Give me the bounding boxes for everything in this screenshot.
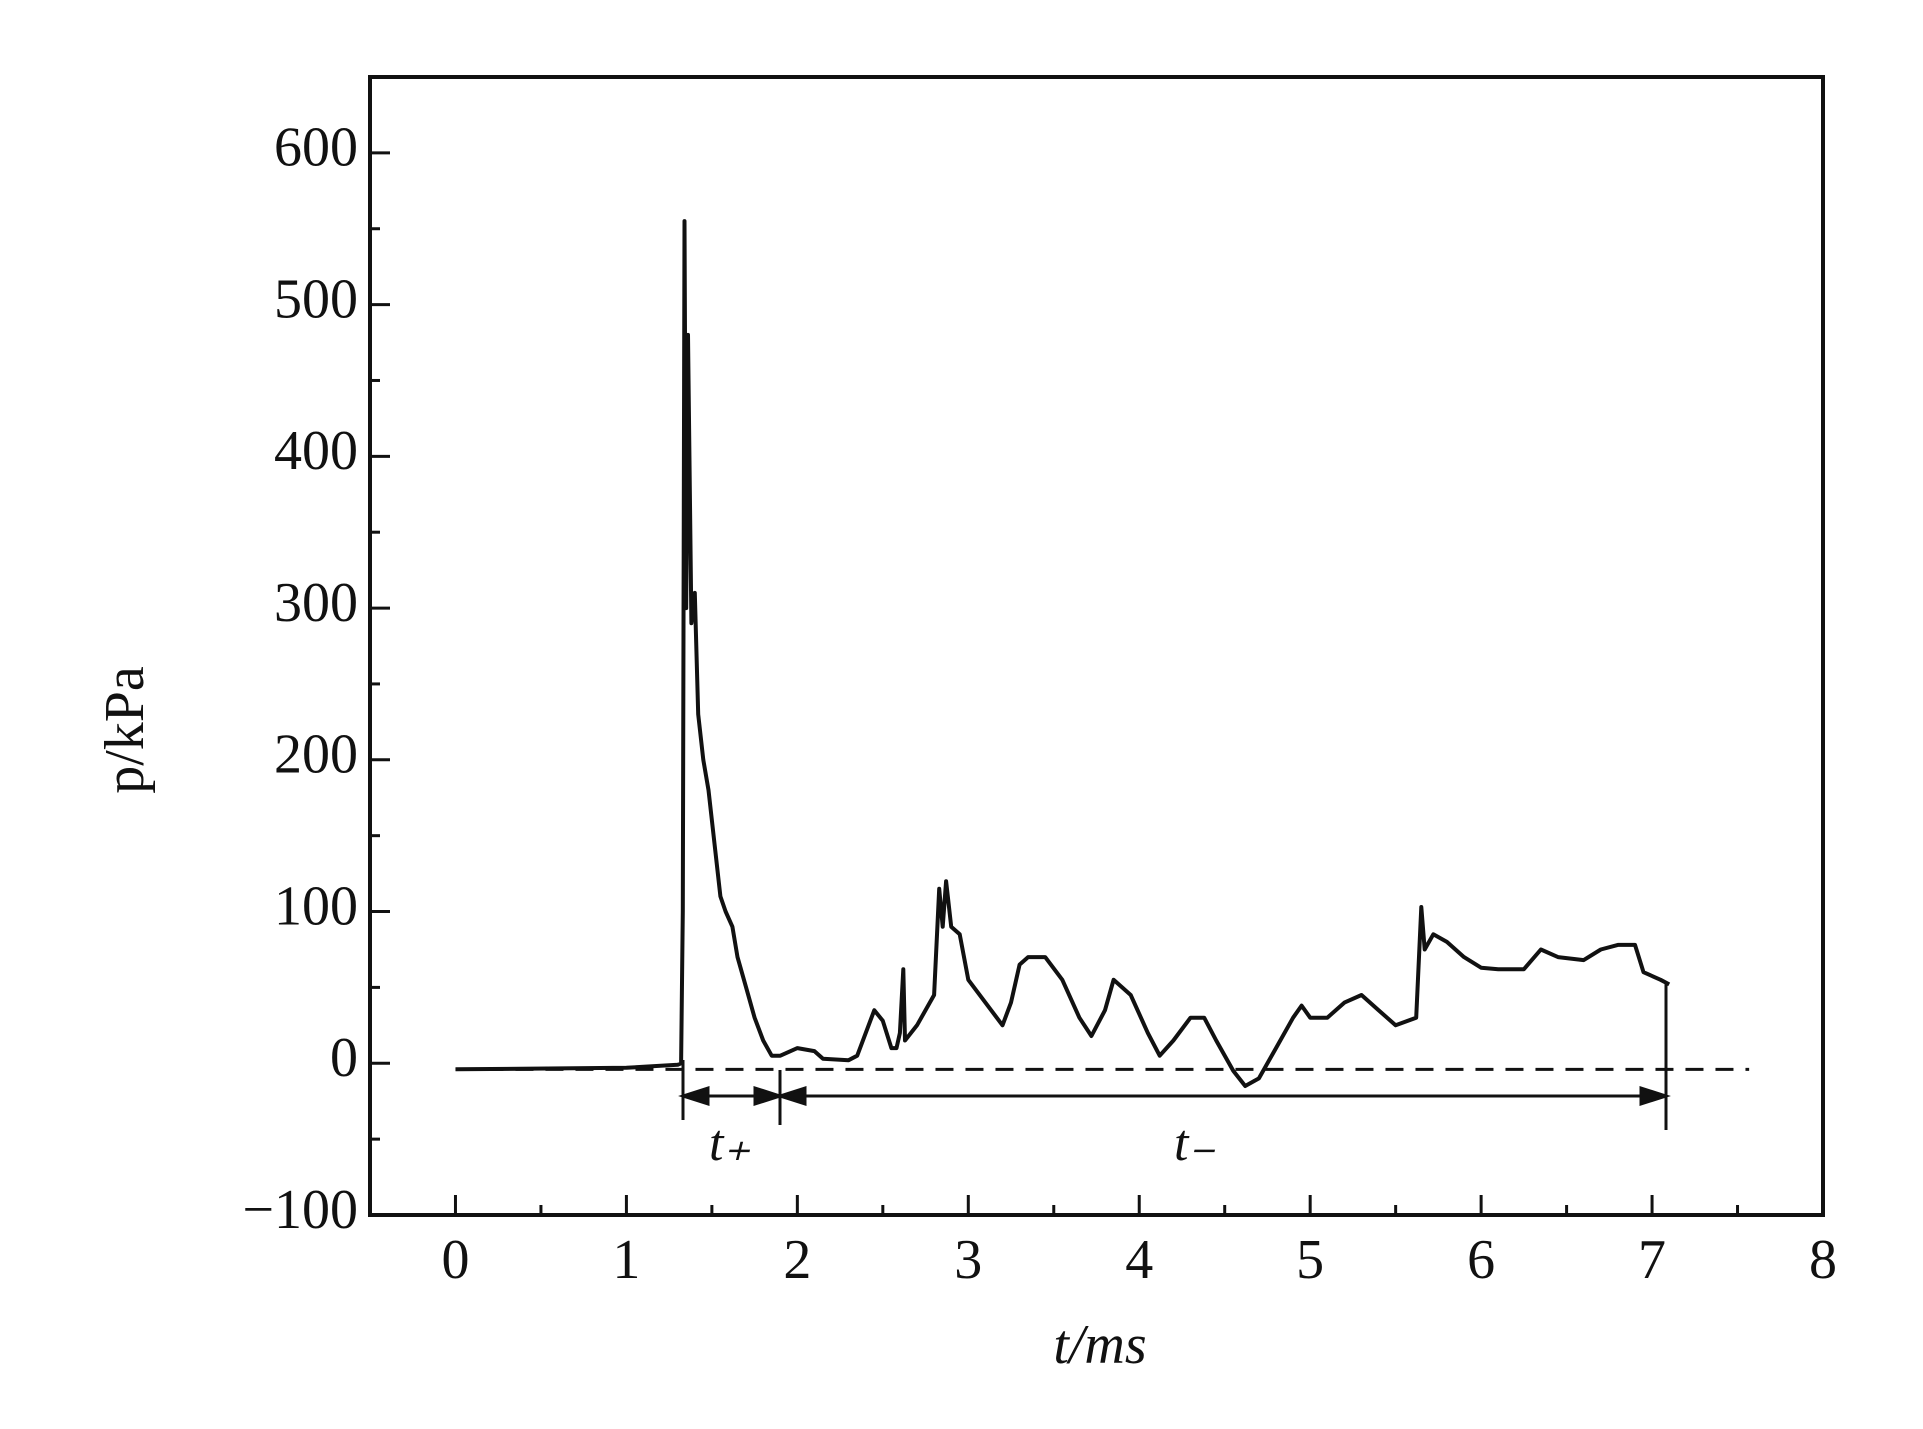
y-tick-label: 100	[274, 875, 358, 937]
y-tick-label: 0	[330, 1027, 358, 1089]
x-tick-label: 2	[783, 1229, 811, 1291]
arrow-head	[753, 1085, 785, 1107]
arrow-head	[1639, 1085, 1671, 1107]
y-tick-label: 500	[274, 268, 358, 330]
annotation: t₋	[1174, 1115, 1216, 1172]
x-axis-label: t/ms	[1053, 1314, 1146, 1376]
x-tick-label: 6	[1467, 1229, 1495, 1291]
arrow-head	[678, 1085, 710, 1107]
x-tick-label: 1	[612, 1229, 640, 1291]
x-tick-label: 5	[1296, 1229, 1324, 1291]
interval-markers	[678, 984, 1671, 1130]
y-tick-label: −100	[242, 1179, 358, 1241]
y-tick-label: 600	[274, 117, 358, 179]
x-tick-label: 7	[1638, 1229, 1666, 1291]
plot-frame	[368, 75, 1825, 1217]
y-axis-label: p/kPa	[94, 666, 156, 794]
annotation: t₊	[709, 1115, 751, 1172]
y-tick-label: 200	[274, 724, 358, 786]
y-tick-label: 300	[274, 572, 358, 634]
arrow-head	[775, 1085, 807, 1107]
x-tick-label: 8	[1809, 1229, 1837, 1291]
x-tick-label: 4	[1125, 1229, 1153, 1291]
x-tick-label: 0	[441, 1229, 469, 1291]
y-tick-label: 400	[274, 420, 358, 482]
x-tick-label: 3	[954, 1229, 982, 1291]
data-line	[455, 219, 1671, 1088]
